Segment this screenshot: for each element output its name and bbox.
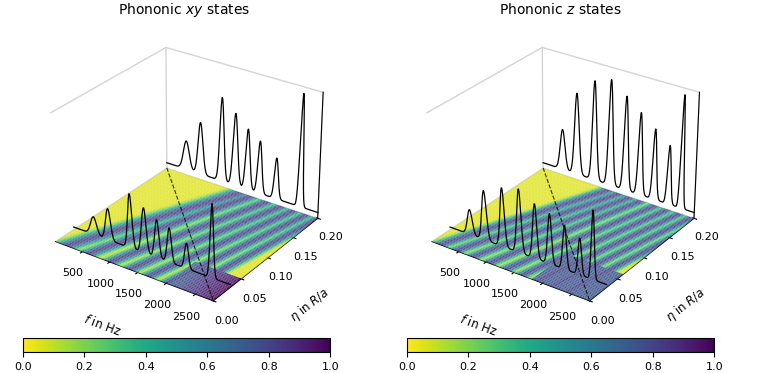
Y-axis label: $\eta$ in $R/a$: $\eta$ in $R/a$ [662,284,709,326]
Title: Phononic $xy$ states: Phononic $xy$ states [118,1,250,19]
Y-axis label: $\eta$ in $R/a$: $\eta$ in $R/a$ [286,284,333,326]
X-axis label: $f$ in Hz: $f$ in Hz [81,312,122,339]
X-axis label: $f$ in Hz: $f$ in Hz [458,312,498,339]
Title: Phononic $z$ states: Phononic $z$ states [499,2,622,17]
